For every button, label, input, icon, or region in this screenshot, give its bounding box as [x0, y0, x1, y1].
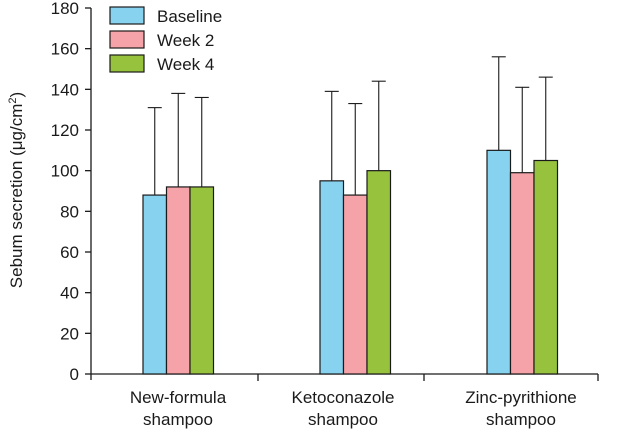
bar — [509, 172, 535, 375]
legend: Baseline Week 2 Week 4 — [109, 6, 222, 74]
category-label-line1: New-formula — [130, 388, 227, 407]
y-axis-ticks: 0 20 40 60 80 100 120 140 160 180 — [51, 0, 91, 384]
y-tick-label: 180 — [51, 0, 79, 18]
bar — [165, 186, 191, 375]
error-bars — [147, 56, 553, 196]
bar — [533, 159, 559, 375]
y-axis-title-text: Sebum secretion (μg/cm2) — [7, 92, 26, 288]
y-tick-label: 0 — [70, 365, 79, 384]
y-tick-label: 160 — [51, 40, 79, 59]
bar — [319, 180, 345, 375]
category-label-line1: Ketoconazole — [291, 388, 394, 407]
bar — [189, 186, 215, 375]
y-tick-label: 40 — [60, 284, 79, 303]
category-label-line2: shampoo — [143, 410, 213, 429]
legend-label: Baseline — [157, 7, 222, 26]
y-tick-label: 60 — [60, 243, 79, 262]
legend-label: Week 4 — [157, 55, 214, 74]
bar — [142, 194, 168, 375]
bar — [486, 149, 512, 375]
category-label-line2: shampoo — [486, 410, 556, 429]
y-tick-label: 100 — [51, 162, 79, 181]
y-axis-title: Sebum secretion (μg/cm2) — [7, 92, 26, 288]
y-tick-label: 120 — [51, 121, 79, 140]
x-axis-category-labels: New-formula shampoo Ketoconazole shampoo Zin… — [130, 388, 577, 429]
legend-swatch — [109, 6, 145, 25]
legend-label: Week 2 — [157, 31, 214, 50]
bars — [142, 149, 559, 375]
bar — [342, 194, 368, 375]
y-tick-label: 80 — [60, 202, 79, 221]
legend-swatch — [109, 54, 145, 73]
category-label-line2: shampoo — [308, 410, 378, 429]
y-tick-label: 20 — [60, 324, 79, 343]
category-label-line1: Zinc-pyrithione — [465, 388, 577, 407]
y-tick-label: 140 — [51, 80, 79, 99]
bar — [366, 170, 392, 375]
legend-swatch — [109, 30, 145, 49]
